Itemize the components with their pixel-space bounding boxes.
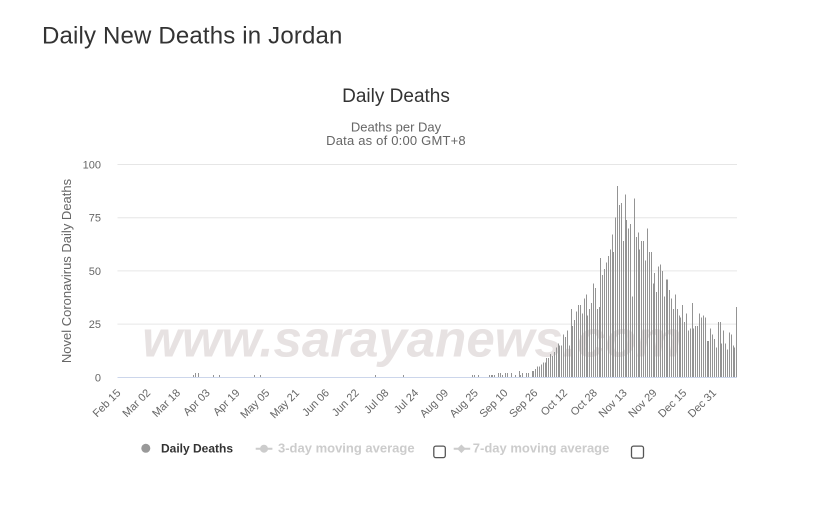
svg-text:Deaths per Day: Deaths per Day [351,120,442,135]
svg-text:75: 75 [89,213,101,225]
svg-text:0: 0 [95,372,101,384]
svg-text:Data as of 0:00 GMT+8: Data as of 0:00 GMT+8 [326,133,466,148]
svg-text:Daily Deaths: Daily Deaths [342,86,450,107]
svg-text:100: 100 [83,160,101,172]
svg-text:50: 50 [89,266,101,278]
svg-text:3-day moving average: 3-day moving average [278,441,415,456]
svg-text:7-day moving average: 7-day moving average [473,441,610,456]
svg-text:25: 25 [89,319,101,331]
svg-text:Novel Coronavirus Daily Deaths: Novel Coronavirus Daily Deaths [59,178,74,363]
svg-text:Daily New Deaths in Jordan: Daily New Deaths in Jordan [42,23,343,50]
svg-text:Daily Deaths: Daily Deaths [161,442,233,456]
